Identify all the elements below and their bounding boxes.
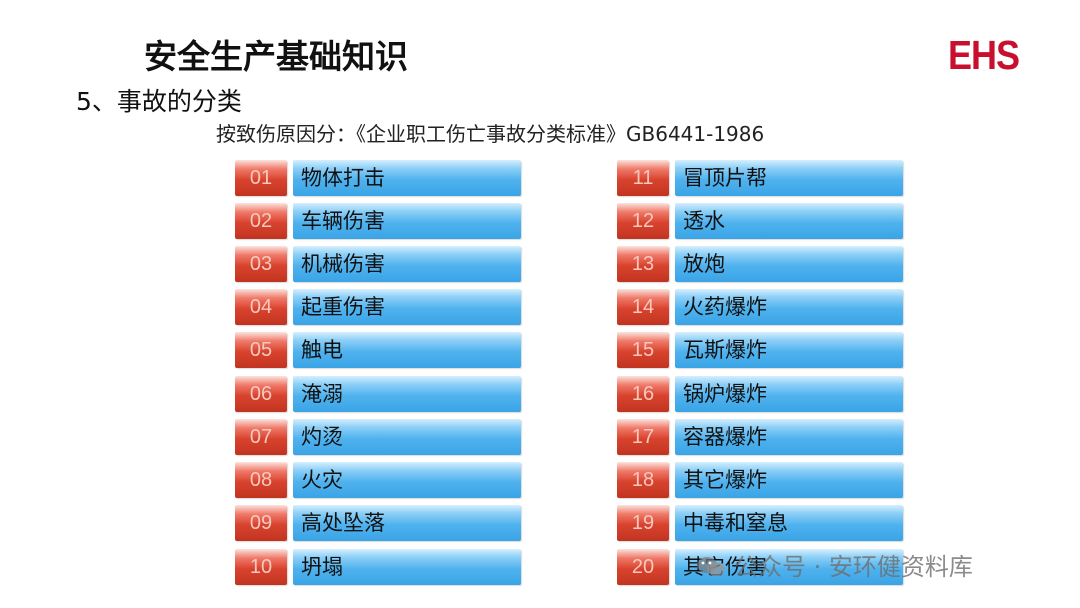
item-number: 05: [235, 332, 287, 368]
item-label: 灼烫: [293, 419, 521, 455]
item-number: 14: [617, 289, 669, 325]
item-label: 火灾: [293, 462, 521, 498]
item-number: 03: [235, 246, 287, 282]
item-label: 冒顶片帮: [675, 160, 903, 196]
page-title: 安全生产基础知识: [144, 37, 408, 76]
item-number: 07: [235, 419, 287, 455]
item-number: 02: [235, 203, 287, 239]
item-label: 起重伤害: [293, 289, 521, 325]
section-heading: 5、事故的分类: [76, 87, 242, 116]
item-label: 瓦斯爆炸: [675, 332, 903, 368]
item-number: 10: [235, 549, 287, 585]
item-number: 01: [235, 160, 287, 196]
item-label: 透水: [675, 203, 903, 239]
item-number: 19: [617, 505, 669, 541]
ehs-logo: EHS: [948, 32, 1020, 78]
item-label: 物体打击: [293, 160, 521, 196]
item-number: 06: [235, 376, 287, 412]
item-label: 高处坠落: [293, 505, 521, 541]
item-number: 13: [617, 246, 669, 282]
watermark: 公众号 · 安环健资料库: [696, 547, 973, 582]
item-label: 触电: [293, 332, 521, 368]
item-label: 中毒和窒息: [675, 505, 903, 541]
item-label: 车辆伤害: [293, 203, 521, 239]
item-number: 17: [617, 419, 669, 455]
item-label: 其它爆炸: [675, 462, 903, 498]
item-label: 火药爆炸: [675, 289, 903, 325]
item-number: 11: [617, 160, 669, 196]
item-number: 16: [617, 376, 669, 412]
watermark-text: 公众号 · 安环健资料库: [734, 553, 973, 581]
item-number: 04: [235, 289, 287, 325]
wechat-icon: [697, 557, 725, 576]
item-label: 机械伤害: [293, 246, 521, 282]
item-label: 锅炉爆炸: [675, 376, 903, 412]
item-label: 放炮: [675, 246, 903, 282]
item-number: 08: [235, 462, 287, 498]
item-number: 18: [617, 462, 669, 498]
item-label: 淹溺: [293, 376, 521, 412]
item-number: 12: [617, 203, 669, 239]
item-number: 15: [617, 332, 669, 368]
item-number: 09: [235, 505, 287, 541]
item-label: 容器爆炸: [675, 419, 903, 455]
item-number: 20: [617, 549, 669, 585]
item-label: 坍塌: [293, 549, 521, 585]
subtitle: 按致伤原因分：《企业职工伤亡事故分类标准》GB6441-1986: [216, 122, 765, 146]
